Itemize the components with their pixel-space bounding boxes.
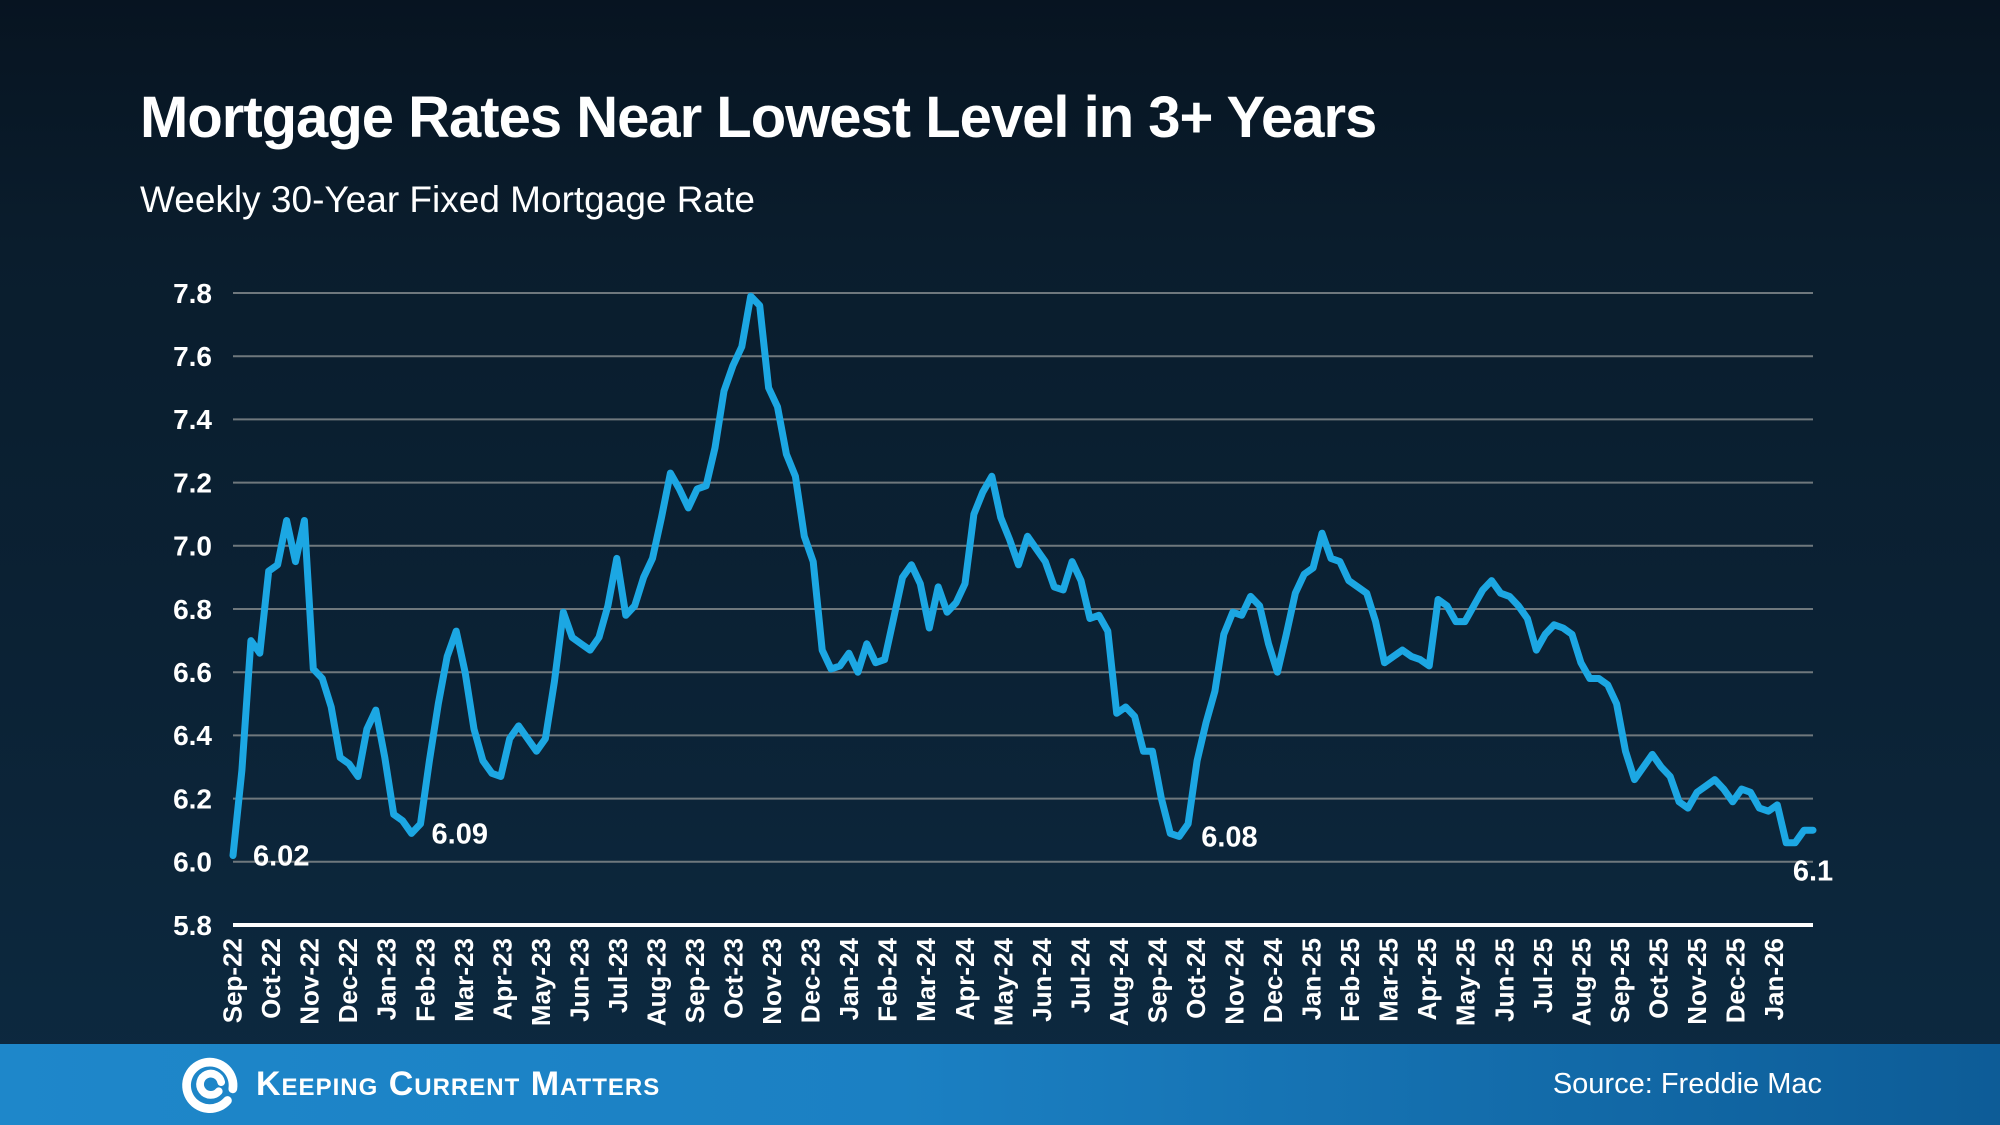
x-axis-tick-label: Dec-24 [1258,937,1288,1023]
x-axis-tick-label: Aug-25 [1566,938,1596,1026]
x-axis-tick-label: Jul-24 [1065,937,1095,1013]
footer-bar: Keeping Current Matters Source: Freddie … [0,1044,2000,1125]
x-axis-tick-label: Sep-24 [1142,937,1172,1023]
x-axis-tick-label: Jan-26 [1759,938,1789,1020]
x-axis-tick-label: Mar-25 [1374,938,1404,1022]
x-axis-tick-label: Jan-25 [1297,938,1327,1020]
x-axis-tick-label: Jun-23 [564,938,594,1022]
x-axis-tick-label: Nov-22 [295,938,325,1025]
x-axis-tick-label: Jul-25 [1528,938,1558,1013]
y-axis-tick-label: 6.2 [173,783,212,814]
x-axis-tick-label: Feb-23 [410,938,440,1022]
x-axis-tick-label: Nov-25 [1682,938,1712,1025]
x-axis-tick-label: Jul-23 [603,938,633,1013]
x-axis-tick-label: Feb-24 [873,937,903,1021]
data-point-annotation: 6.09 [432,819,488,851]
y-axis-tick-label: 6.6 [173,657,212,688]
x-axis-tick-label: May-24 [988,937,1018,1026]
x-axis-tick-label: Mar-23 [449,938,479,1022]
y-axis-tick-label: 6.8 [173,594,212,625]
y-axis-tick-label: 7.8 [173,278,212,309]
x-axis-tick-label: Aug-24 [1104,937,1134,1026]
x-axis-tick-label: Feb-25 [1335,938,1365,1022]
y-axis-tick-label: 7.2 [173,467,212,498]
x-axis-tick-label: Jan-24 [834,937,864,1020]
kcm-swirl-logo-icon [182,1057,238,1113]
data-point-annotation: 6.02 [253,841,309,873]
x-axis-tick-label: Dec-25 [1721,938,1751,1023]
x-axis-tick-label: Apr-24 [950,937,980,1020]
y-axis-tick-label: 7.4 [173,404,212,435]
y-axis-tick-label: 6.4 [173,720,212,751]
brand-name: Keeping Current Matters [256,1065,661,1103]
x-axis-tick-label: Sep-22 [218,938,248,1023]
y-axis-tick-label: 7.6 [173,341,212,372]
x-axis-tick-label: Oct-23 [719,938,749,1019]
x-axis-tick-label: Dec-23 [796,938,826,1023]
x-axis-tick-label: Oct-25 [1643,938,1673,1019]
y-axis-tick-label: 5.8 [173,910,212,941]
chart-title: Mortgage Rates Near Lowest Level in 3+ Y… [140,85,1377,150]
x-axis-tick-label: Nov-23 [757,938,787,1025]
x-axis-tick-label: May-23 [526,938,556,1026]
y-axis-tick-label: 7.0 [173,531,212,562]
x-axis-tick-label: May-25 [1451,938,1481,1026]
y-axis-tick-label: 6.0 [173,847,212,878]
x-axis-tick-label: Sep-23 [680,938,710,1023]
brand-lockup: Keeping Current Matters [180,1044,660,1125]
x-axis-tick-label: Aug-23 [641,938,671,1026]
x-axis-tick-label: Apr-25 [1412,938,1442,1020]
x-axis-tick-label: Oct-24 [1181,937,1211,1018]
x-axis-tick-label: Oct-22 [256,938,286,1019]
x-axis-tick-label: Jun-24 [1027,937,1057,1021]
x-axis-tick-label: Dec-22 [333,938,363,1023]
data-point-annotation: 6.08 [1201,822,1257,854]
x-axis-tick-label: Jan-23 [372,938,402,1020]
x-axis-tick-label: Apr-23 [487,938,517,1020]
x-axis-tick-label: Mar-24 [911,937,941,1021]
mortgage-rate-series-line [229,292,1817,859]
x-axis-tick-label: Jun-25 [1489,938,1519,1022]
chart-subtitle: Weekly 30-Year Fixed Mortgage Rate [140,179,755,220]
source-credit: Source: Freddie Mac [1552,1068,1822,1100]
x-axis-tick-label: Nov-24 [1220,937,1250,1024]
data-point-annotation: 6.1 [1793,855,1833,887]
x-axis-tick-label: Sep-25 [1605,938,1635,1023]
